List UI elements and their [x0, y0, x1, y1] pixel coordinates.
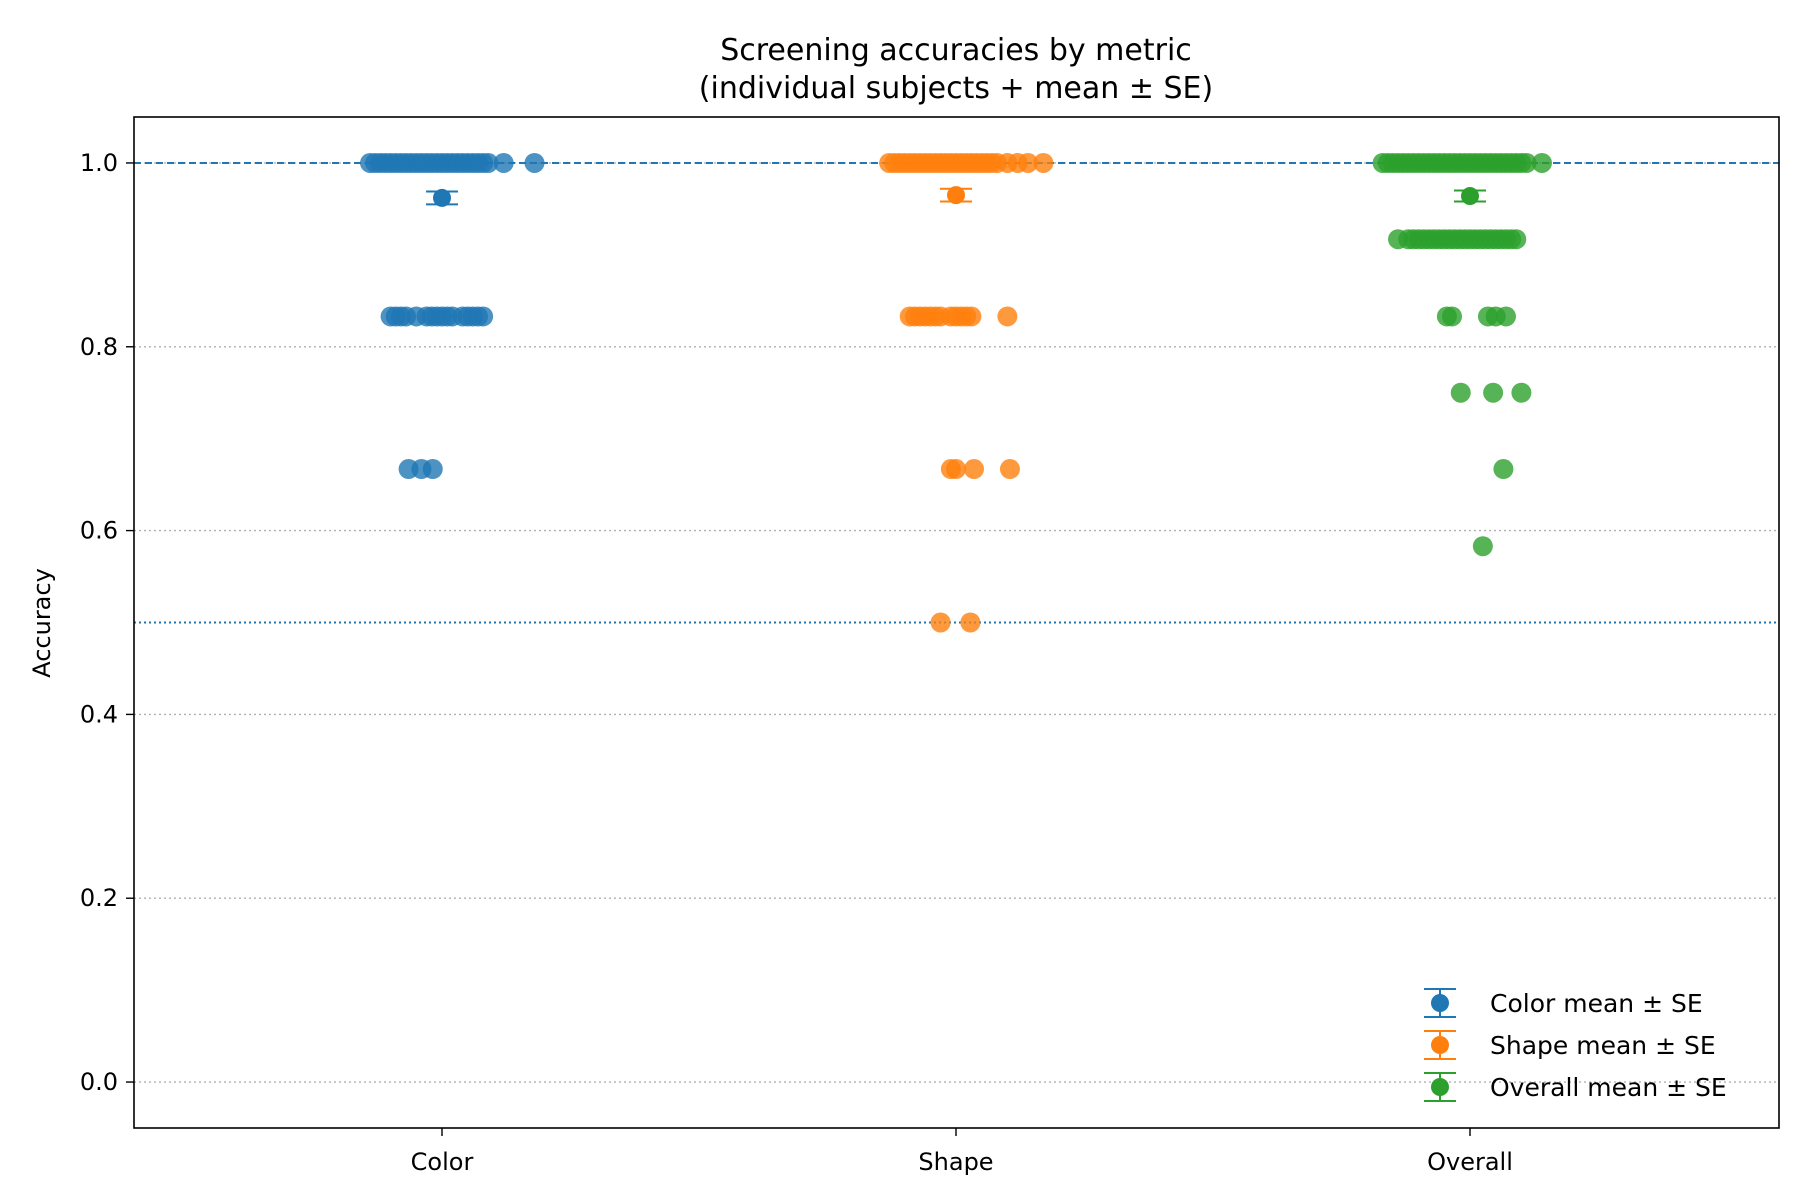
subject-point: [1516, 152, 1537, 173]
subject-point: [1531, 152, 1552, 173]
subject-point: [478, 152, 499, 173]
legend-label: Color mean ± SE: [1490, 989, 1703, 1018]
subject-point: [946, 459, 966, 480]
y-tick-label: 1.0: [80, 149, 118, 177]
legend-label: Overall mean ± SE: [1490, 1073, 1727, 1102]
legend-marker: [1431, 1036, 1449, 1054]
subject-point: [1493, 459, 1514, 480]
x-tick-label: Shape: [918, 1148, 993, 1176]
y-axis-ticks: 0.0 0.2 0.4 0.6 0.8 1.0: [80, 149, 134, 1096]
legend-marker: [1431, 1078, 1449, 1096]
subject-point: [1033, 152, 1054, 173]
subject-point: [1017, 152, 1038, 173]
y-tick-label: 0.6: [80, 517, 118, 545]
legend-label: Shape mean ± SE: [1490, 1031, 1716, 1060]
subject-point: [999, 459, 1020, 480]
subject-point: [1472, 536, 1493, 557]
chart-subtitle: (individual subjects + mean ± SE): [699, 71, 1213, 106]
subject-point: [960, 612, 981, 633]
y-tick-label: 0.4: [80, 700, 118, 728]
subject-point: [1495, 306, 1516, 327]
subject-point: [473, 306, 494, 327]
x-axis-ticks: Color Shape Overall: [411, 1128, 1513, 1176]
x-tick-label: Overall: [1427, 1148, 1513, 1176]
subject-points: [360, 152, 1552, 633]
legend: Color mean ± SE Shape mean ± SE Overall me…: [1424, 988, 1727, 1102]
subject-point: [524, 152, 545, 173]
subject-point: [961, 306, 982, 327]
subject-point: [963, 459, 984, 480]
subject-point: [1506, 229, 1527, 250]
y-tick-label: 0.8: [80, 333, 118, 361]
subject-point: [1450, 382, 1471, 403]
x-tick-label: Color: [411, 1148, 474, 1176]
subject-point: [1511, 382, 1532, 403]
mean-marker: [947, 186, 965, 205]
y-tick-label: 0.2: [80, 884, 118, 912]
mean-marker: [433, 188, 451, 207]
y-axis-label: Accuracy: [28, 568, 56, 678]
subject-point: [930, 612, 951, 633]
mean-marker: [1461, 187, 1479, 206]
y-tick-label: 0.0: [80, 1068, 118, 1096]
mean-markers: [426, 186, 1486, 207]
legend-marker: [1431, 994, 1449, 1012]
subject-point: [1483, 382, 1504, 403]
chart-title: Screening accuracies by metric: [720, 33, 1192, 68]
subject-point: [1442, 306, 1463, 327]
subject-point: [493, 152, 514, 173]
subject-point: [997, 306, 1018, 327]
subject-point: [422, 459, 443, 480]
